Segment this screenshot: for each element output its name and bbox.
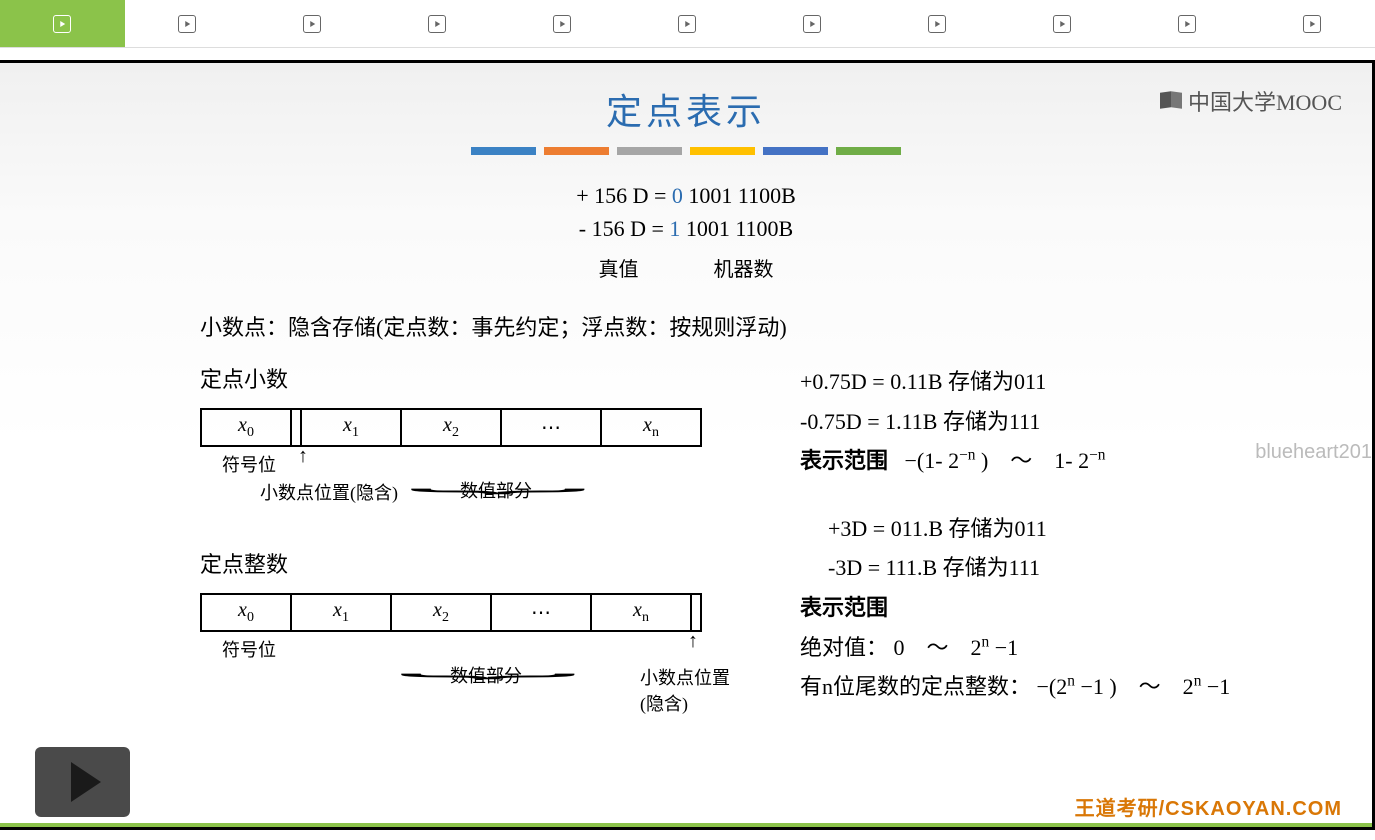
integer-bit-table: x0 x1 x2 ⋯ xn (200, 593, 702, 632)
progress-bar[interactable] (0, 823, 1372, 827)
abs-formula: 0 〜 2n −1 (894, 635, 1019, 660)
integer-diagram: 定点整数 x0 x1 x2 ⋯ xn 符号位 ⏟ (200, 547, 730, 702)
frac-line-2: -0.75D = 1.11B 存储为111 (800, 402, 1322, 442)
video-frame: 中国大学MOOC 定点表示 + 156 D = 0 1001 1100B - 1… (0, 60, 1375, 830)
tab-6[interactable] (750, 0, 875, 47)
value-label: 数值部分 (450, 662, 522, 688)
int-mantissa-line: 有n位尾数的定点整数： −(2n −1 ) 〜 2n −1 (800, 667, 1322, 707)
play-icon (303, 15, 321, 33)
play-icon (1178, 15, 1196, 33)
mantissa-formula: −(2n −1 ) 〜 2n −1 (1037, 674, 1231, 699)
point-label: 小数点位置(隐含) (640, 664, 730, 716)
video-tab-bar (0, 0, 1375, 48)
frac-line-1: +0.75D = 0.11B 存储为011 (800, 362, 1322, 402)
cell-dots: ⋯ (501, 409, 601, 446)
slide-content: 中国大学MOOC 定点表示 + 156 D = 0 1001 1100B - 1… (0, 63, 1372, 827)
int-line-1: +3D = 011.B 存储为011 (800, 509, 1322, 549)
cell-x1: x1 (291, 594, 391, 631)
int-abs-line: 绝对值： 0 〜 2n −1 (800, 628, 1322, 668)
tab-3[interactable] (375, 0, 500, 47)
logo-text: 中国大学MOOC (1188, 85, 1342, 117)
cell-x1: x1 (301, 409, 401, 446)
cell-x2: x2 (391, 594, 491, 631)
bar-3 (690, 147, 755, 155)
int-line-2: -3D = 111.B 存储为111 (800, 548, 1322, 588)
bar-2 (617, 147, 682, 155)
watermark: blueheart201 (1255, 441, 1372, 464)
fraction-diagram: 定点小数 x0 x1 x2 ⋯ xn 符号位 ↑ (200, 362, 730, 507)
label-truth: 真值 (599, 253, 639, 282)
label-machine: 机器数 (714, 253, 774, 282)
arrow-up-icon: ↑ (298, 445, 308, 468)
fraction-heading: 定点小数 (200, 362, 730, 394)
frac-range-formula: −(1- 2−n ) 〜 1- 2−n (905, 448, 1106, 473)
body-line: 小数点：隐含存储(定点数：事先约定；浮点数：按规则浮动) (0, 310, 1372, 342)
tab-8[interactable] (1000, 0, 1125, 47)
cell-gap (691, 594, 701, 631)
cell-x0: x0 (201, 594, 291, 631)
footer-brand: 王道考研/CSKAOYAN.COM (1075, 792, 1342, 821)
bar-1 (544, 147, 609, 155)
play-icon (678, 15, 696, 33)
sign-label: 符号位 (222, 636, 276, 662)
accent-bars (0, 147, 1372, 155)
play-icon (428, 15, 446, 33)
cell-dots: ⋯ (491, 594, 591, 631)
tab-10[interactable] (1250, 0, 1375, 47)
equation-2: - 156 D = 1 1001 1100B (0, 212, 1372, 245)
book-icon (1160, 92, 1182, 110)
diagram-section: 定点小数 x0 x1 x2 ⋯ xn 符号位 ↑ (0, 362, 1372, 742)
play-icon (803, 15, 821, 33)
sign-label: 符号位 (222, 451, 276, 477)
equations: + 156 D = 0 1001 1100B - 156 D = 1 1001 … (0, 179, 1372, 245)
cell-xn: xn (601, 409, 701, 446)
tab-1[interactable] (125, 0, 250, 47)
mooc-logo: 中国大学MOOC (1160, 85, 1342, 117)
tab-0[interactable] (0, 0, 125, 47)
play-icon (553, 15, 571, 33)
left-column: 定点小数 x0 x1 x2 ⋯ xn 符号位 ↑ (200, 362, 730, 742)
tab-5[interactable] (625, 0, 750, 47)
int-range-label: 表示范围 (800, 588, 1322, 628)
arrow-up-icon: ↑ (688, 630, 698, 653)
cell-xn: xn (591, 594, 691, 631)
right-column: +0.75D = 0.11B 存储为011 -0.75D = 1.11B 存储为… (800, 362, 1322, 742)
point-label: 小数点位置(隐含) (260, 479, 398, 505)
play-icon (928, 15, 946, 33)
play-icon (1053, 15, 1071, 33)
frac-range: 表示范围 −(1- 2−n ) 〜 1- 2−n (800, 441, 1322, 481)
play-icon (53, 15, 71, 33)
fraction-bit-table: x0 x1 x2 ⋯ xn (200, 408, 702, 447)
tab-7[interactable] (875, 0, 1000, 47)
integer-heading: 定点整数 (200, 547, 730, 579)
cell-x2: x2 (401, 409, 501, 446)
cell-x0: x0 (201, 409, 291, 446)
play-button[interactable] (35, 747, 130, 817)
tab-9[interactable] (1125, 0, 1250, 47)
bar-4 (763, 147, 828, 155)
value-label: 数值部分 (460, 477, 532, 503)
play-icon (178, 15, 196, 33)
play-icon (1303, 15, 1321, 33)
bar-5 (836, 147, 901, 155)
tab-4[interactable] (500, 0, 625, 47)
tab-2[interactable] (250, 0, 375, 47)
labels-row: 真值 机器数 (0, 253, 1372, 282)
cell-gap (291, 409, 301, 446)
equation-1: + 156 D = 0 1001 1100B (0, 179, 1372, 212)
bar-0 (471, 147, 536, 155)
